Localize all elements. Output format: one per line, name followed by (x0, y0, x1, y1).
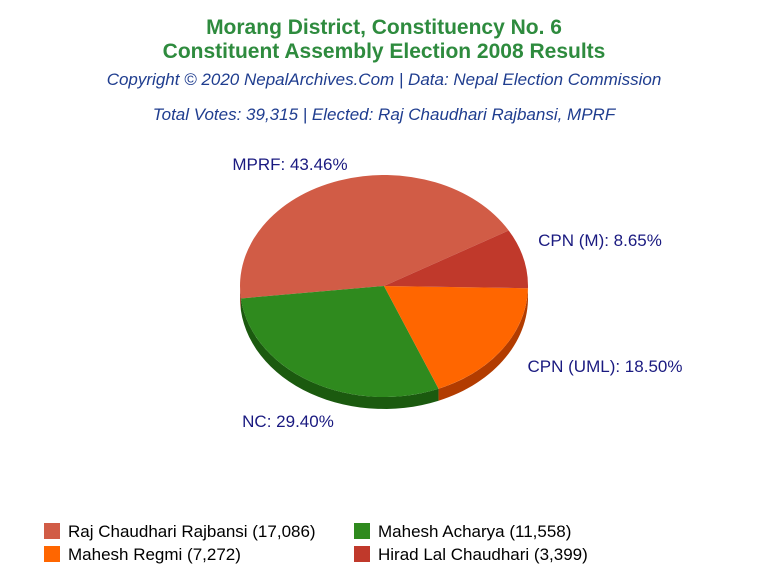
legend-swatch-cpn-uml (44, 546, 60, 562)
slice-label-mprf: MPRF: 43.46% (232, 155, 347, 174)
slice-label-nc: NC: 29.40% (242, 412, 334, 431)
legend-label-nc: Mahesh Acharya (11,558) (378, 522, 572, 541)
slice-label-cpn-m: CPN (M): 8.65% (538, 231, 662, 250)
copyright-line: Copyright © 2020 NepalArchives.Com | Dat… (106, 70, 662, 89)
pie-slice-mprf (240, 174, 509, 299)
pie-side-cpn-uml (438, 288, 528, 401)
legend-item-cpn-uml: Mahesh Regmi (7,272) (44, 545, 241, 565)
legend-item-mprf: Raj Chaudhari Rajbansi (17,086) (44, 522, 316, 542)
pie-side-nc (240, 298, 439, 409)
pie-side-mprf (240, 286, 241, 311)
legend-item-nc: Mahesh Acharya (11,558) (354, 522, 571, 542)
legend-label-mprf: Raj Chaudhari Rajbansi (17,086) (68, 522, 316, 541)
pie-slice-nc (240, 286, 439, 397)
legend-swatch-nc (354, 523, 370, 539)
legend-swatch-mprf (44, 523, 60, 539)
slice-label-cpn-uml: CPN (UML): 18.50% (528, 357, 683, 376)
pie-slice-cpn-m (384, 230, 528, 289)
legend-label-cpn-m: Hirad Lal Chaudhari (3,399) (378, 545, 588, 564)
chart-title-line2: Constituent Assembly Election 2008 Resul… (162, 40, 606, 63)
legend-swatch-cpn-m (354, 546, 370, 562)
pie-slice-cpn-uml (384, 286, 528, 389)
legend-label-cpn-uml: Mahesh Regmi (7,272) (68, 545, 241, 564)
legend-item-cpn-m: Hirad Lal Chaudhari (3,399) (354, 545, 588, 565)
summary-line: Total Votes: 39,315 | Elected: Raj Chaud… (152, 105, 616, 124)
chart-title-line1: Morang District, Constituency No. 6 (206, 16, 562, 39)
